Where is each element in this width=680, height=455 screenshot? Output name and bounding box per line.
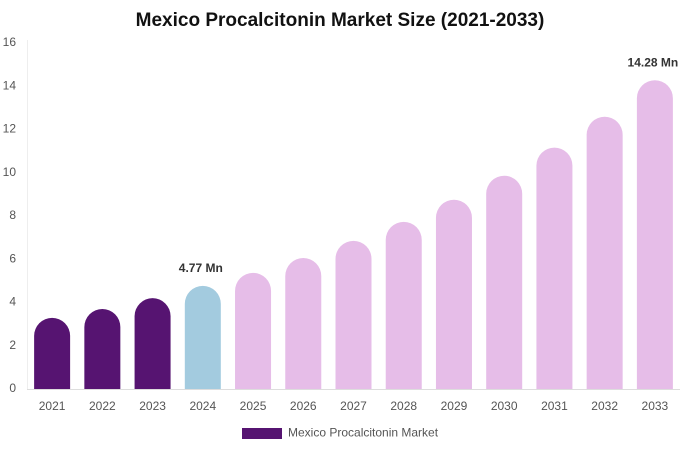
x-tick-label: 2022: [89, 399, 116, 413]
y-tick-label: 2: [9, 338, 16, 352]
bar: [486, 175, 523, 389]
chart-title: Mexico Procalcitonin Market Size (2021-2…: [136, 10, 545, 31]
bar: [586, 116, 623, 389]
legend-label: Mexico Procalcitonin Market: [288, 426, 439, 440]
y-tick-label: 10: [3, 165, 17, 179]
bar: [636, 80, 673, 389]
bar: [385, 221, 422, 389]
x-tick-label: 2028: [390, 399, 417, 413]
legend-swatch: [242, 428, 282, 439]
y-tick-label: 4: [9, 295, 16, 309]
x-tick-label: 2029: [441, 399, 468, 413]
bar: [134, 298, 171, 389]
x-tick-label: 2033: [642, 399, 669, 413]
y-tick-label: 0: [9, 381, 16, 395]
x-tick-label: 2032: [591, 399, 618, 413]
x-tick-label: 2023: [139, 399, 166, 413]
bar: [536, 147, 573, 389]
x-tick-label: 2030: [491, 399, 518, 413]
value-label: 4.77 Mn: [179, 261, 223, 275]
y-tick-label: 16: [3, 35, 17, 49]
x-tick-label: 2024: [189, 399, 216, 413]
bar: [84, 308, 121, 389]
bar: [184, 285, 221, 389]
bar: [285, 257, 322, 389]
bar: [435, 199, 472, 389]
y-tick-label: 8: [9, 208, 16, 222]
x-tick-label: 2027: [340, 399, 367, 413]
bar: [335, 240, 372, 389]
y-tick-label: 6: [9, 251, 16, 265]
x-tick-label: 2026: [290, 399, 317, 413]
x-tick-label: 2025: [240, 399, 267, 413]
y-tick-label: 14: [3, 78, 17, 92]
x-tick-label: 2031: [541, 399, 568, 413]
y-tick-label: 12: [3, 122, 17, 136]
bar: [34, 317, 71, 389]
x-tick-label: 2021: [39, 399, 66, 413]
value-label: 14.28 Mn: [628, 55, 679, 69]
bar: [235, 272, 272, 389]
